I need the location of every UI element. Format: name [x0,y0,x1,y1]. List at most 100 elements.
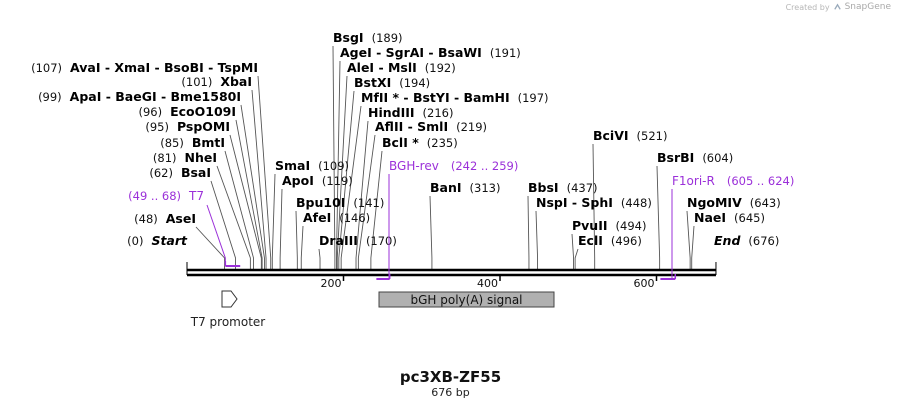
site-pos-pspomi: (95) [145,120,169,134]
site-label-pvuii: PvuII (494) [572,218,646,233]
site-label-nhei: NheI (81) [153,150,217,165]
leader-line-draiii [318,248,321,269]
leader-line-avai [257,75,272,269]
site-label-bmti: BmtI (85) [160,135,225,150]
site-pos-bsrbi: (604) [702,151,733,165]
site-name-naei: NaeI [694,210,726,225]
site-label-apoi: ApoI (119) [282,173,353,188]
site-label-bsgi: BsgI (189) [333,30,403,45]
site-label-xbai: XbaI (101) [181,74,252,89]
site-pos-bpu10i: (141) [353,196,384,210]
site-name-agei: AgeI - SgrAI - BsaWI [340,45,482,60]
site-name-aflii: AflII - SmlI [375,119,448,134]
site-pos-smai: (109) [318,159,349,173]
site-pos-nspi: (448) [621,196,652,210]
site-label-bani: BanI (313) [430,180,500,195]
site-label-end: End (676) [714,233,779,248]
sequence-backbone: 200 400 600 [186,262,717,290]
site-pos-bani: (313) [470,181,501,195]
site-name-bsrbi: BsrBI [657,150,694,165]
primer-leader-t7 [206,204,226,264]
site-label-aflii: AflII - SmlI (219) [375,119,487,134]
leader-line-bcivi [592,143,596,269]
site-pos-start: (0) [127,234,143,248]
feature-label-t7-promoter: T7 promoter [190,315,266,329]
site-label-asei: AseI (48) [134,211,196,226]
leader-line-bbsi [527,195,530,269]
site-name-end: End [714,233,741,248]
site-name-smai: SmaI [275,158,310,173]
leader-line-mfli [340,105,362,269]
site-label-start: Start (0) [127,233,188,248]
leader-line-bsai [210,180,236,269]
leader-line-asei [195,226,226,269]
leader-line-ecoo109i [235,119,263,269]
ruler-tick-label: 200 [321,277,342,290]
leader-line-nhei [216,165,251,269]
primer-range-bgh-rev: (242 .. 259) [451,159,519,173]
site-name-bsai: BsaI [181,165,211,180]
site-label-ecoo109i: EcoO109I (96) [138,104,236,119]
site-label-bcli: BclI * (235) [382,135,458,150]
leader-line-bstxi [338,90,355,269]
site-leader-lines [195,45,695,269]
site-name-ecoo109i: EcoO109I [170,104,236,119]
site-pos-hindiii: (216) [423,106,454,120]
leader-line-alei [336,75,348,269]
leader-line-pspomi [229,134,262,269]
site-pos-mfli: (197) [518,91,549,105]
site-pos-xbai: (101) [181,75,212,89]
site-name-asei: AseI [166,211,196,226]
primer-range-t7: (49 .. 68) [128,189,181,203]
site-name-nspi: NspI - SphI [536,195,613,210]
site-label-mfli: MfII * - BstYI - BamHI (197) [361,90,549,105]
leader-line-ecli [574,248,579,269]
site-pos-bbsi: (437) [567,181,598,195]
site-pos-ecli: (496) [611,234,642,248]
primer-range-f1ori-r: (605 .. 624) [727,174,795,188]
site-name-bcivi: BciVI [593,128,629,143]
site-pos-apai: (99) [38,90,62,104]
site-label-bsai: BsaI (62) [149,165,211,180]
site-label-hindiii: HindIII (216) [368,105,453,120]
credit-prefix: Created by [785,2,830,12]
leader-line-hindiii [355,120,369,269]
site-label-alei: AleI - MslI (192) [347,60,456,75]
primer-name-f1ori-r: F1ori-R [672,174,715,188]
site-label-apai: ApaI - BaeGI - Bme1580I (99) [38,89,241,104]
site-pos-end: (676) [748,234,779,248]
site-pos-bcli: (235) [427,136,458,150]
polya-box [378,291,555,308]
site-label-bsrbi: BsrBI (604) [657,150,733,165]
site-pos-bmti: (85) [160,136,184,150]
site-pos-avai: (107) [31,61,62,75]
ruler-tick-label: 600 [634,277,655,290]
site-name-hindiii: HindIII [368,105,415,120]
site-label-agei: AgeI - SgrAI - BsaWI (191) [340,45,521,60]
snapgene-logo-icon [833,2,841,10]
leader-line-aflii [357,134,376,269]
site-name-mfli: MfII * - BstYI - BamHI [361,90,510,105]
site-labels: Start (0) AseI (48) BsaI (62) NheI (81) BmtI (85)… [31,30,781,248]
leader-line-smai [271,173,276,269]
site-name-alei: AleI - MslI [347,60,417,75]
site-label-afei: AfeI (146) [303,210,370,225]
site-name-start: Start [151,233,188,248]
leader-line-agei [336,60,341,269]
site-name-ngomiv: NgoMIV [687,195,742,210]
created-by-credit: Created by SnapGene [786,2,891,12]
site-name-afei: AfeI [303,210,331,225]
site-pos-bcivi: (521) [637,129,668,143]
primer-t7: T7 (49 .. 68) [128,189,241,267]
site-label-bstxi: BstXI (194) [354,75,430,90]
site-label-bcivi: BciVI (521) [593,128,667,143]
site-label-nspi: NspI - SphI (448) [536,195,652,210]
site-name-bbsi: BbsI [528,180,559,195]
primer-f1ori-r: F1ori-R (605 .. 624) [660,174,795,280]
site-name-draiii: DraIII [319,233,358,248]
site-label-pspomi: PspOMI (95) [145,119,230,134]
leader-line-apai [240,104,265,269]
site-label-bpu10i: Bpu10I (141) [296,195,384,210]
leader-line-nspi [535,210,539,269]
primers-layer: T7 (49 .. 68) BGH-rev (242 .. 259) F1ori-R (6… [128,159,795,280]
